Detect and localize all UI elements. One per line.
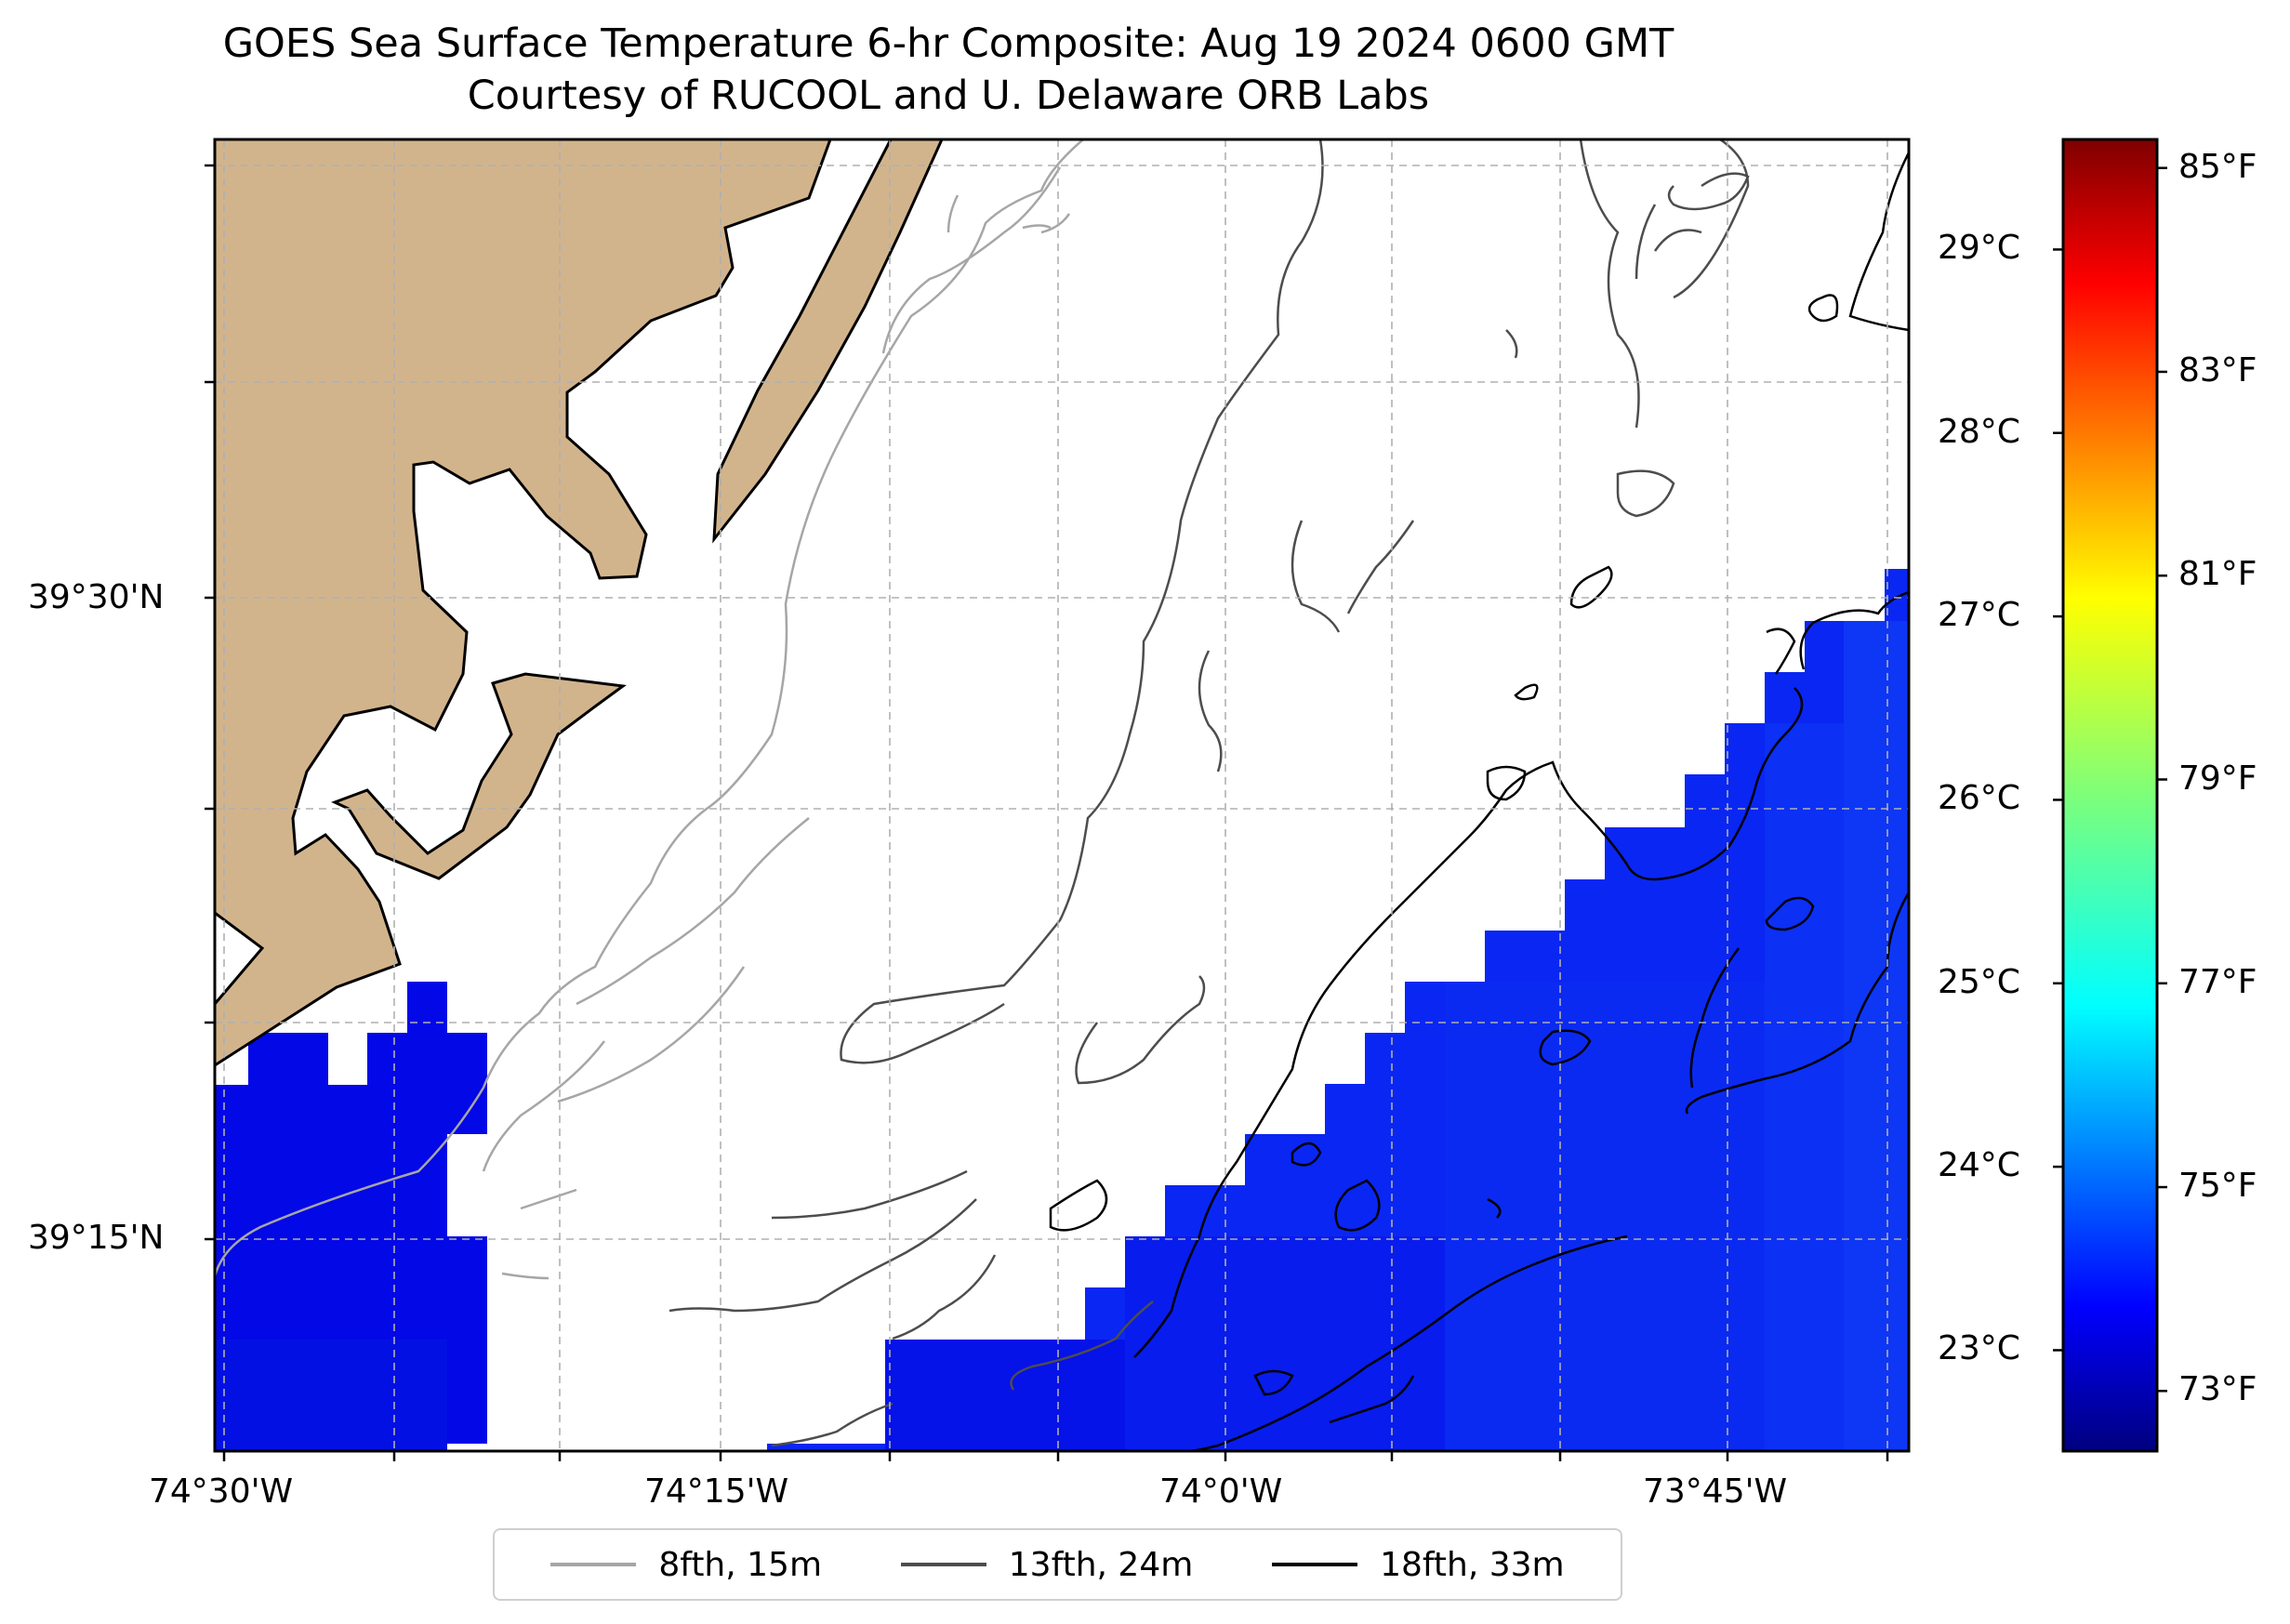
sst-cell-band	[885, 1340, 1125, 1451]
legend-label: 18fth, 33m	[1380, 1545, 1565, 1584]
map-axis-ticks	[205, 164, 1889, 1461]
legend-label: 13fth, 24m	[1008, 1545, 1194, 1584]
fahrenheit-tick-label: 75°F	[2178, 1167, 2257, 1206]
fahrenheit-tick-label: 73°F	[2178, 1370, 2257, 1409]
legend-entry: 13fth, 24m	[900, 1545, 1194, 1584]
fahrenheit-tick-label: 85°F	[2178, 147, 2257, 186]
fahrenheit-tick-label: 77°F	[2178, 962, 2257, 1001]
celsius-tick-label: 23°C	[1938, 1329, 2020, 1368]
celsius-tick-label: 29°C	[1938, 229, 2020, 268]
fahrenheit-tick-label: 81°F	[2178, 555, 2257, 594]
contour-8fth	[215, 139, 1084, 1280]
y-tick-label: 39°15'N	[28, 1219, 165, 1257]
map-title: GOES Sea Surface Temperature 6-hr Compos…	[222, 20, 1674, 67]
x-tick-label: 74°30'W	[149, 1472, 294, 1511]
colorbar	[2061, 138, 2159, 1453]
sst-cell-band	[1844, 621, 1909, 1451]
land-mainland	[215, 139, 832, 1067]
contour-18fth	[1049, 152, 1909, 1451]
sst-cell-band	[215, 1340, 447, 1451]
map-frame	[213, 138, 1911, 1453]
land-peninsula	[331, 672, 627, 880]
sst-region-nearshore	[215, 982, 487, 1451]
legend-entry: 18fth, 33m	[1272, 1546, 1565, 1584]
contour-legend: 8fth, 15m 13fth, 24m 18fth, 33m	[493, 1528, 1622, 1601]
land-barrier-island	[712, 139, 944, 544]
legend-entry: 8fth, 15m	[550, 1546, 822, 1584]
dark-gray-line-icon	[900, 1563, 986, 1566]
celsius-tick-label: 25°C	[1938, 962, 2020, 1001]
fahrenheit-tick-label: 79°F	[2178, 759, 2257, 798]
celsius-tick-label: 28°C	[1938, 412, 2020, 451]
colorbar-ticks	[2053, 166, 2167, 1393]
map-gridlines	[215, 139, 1909, 1451]
fahrenheit-tick-label: 83°F	[2178, 350, 2257, 389]
x-tick-label: 73°45'W	[1643, 1472, 1788, 1511]
celsius-tick-label: 24°C	[1938, 1146, 2020, 1185]
celsius-tick-label: 27°C	[1938, 596, 2020, 635]
contour-13fth	[668, 139, 1750, 1447]
black-line-icon	[1272, 1563, 1358, 1566]
celsius-tick-label: 26°C	[1938, 779, 2020, 818]
y-tick-label: 39°30'N	[28, 578, 165, 616]
light-gray-line-icon	[550, 1563, 637, 1566]
legend-label: 8fth, 15m	[658, 1545, 823, 1584]
sst-cell-band	[1445, 982, 1765, 1451]
sst-cell-band	[1125, 1236, 1445, 1451]
map-subtitle: Courtesy of RUCOOL and U. Delaware ORB L…	[467, 73, 1430, 119]
x-tick-label: 74°0'W	[1159, 1472, 1283, 1511]
x-tick-label: 74°15'W	[644, 1472, 789, 1511]
